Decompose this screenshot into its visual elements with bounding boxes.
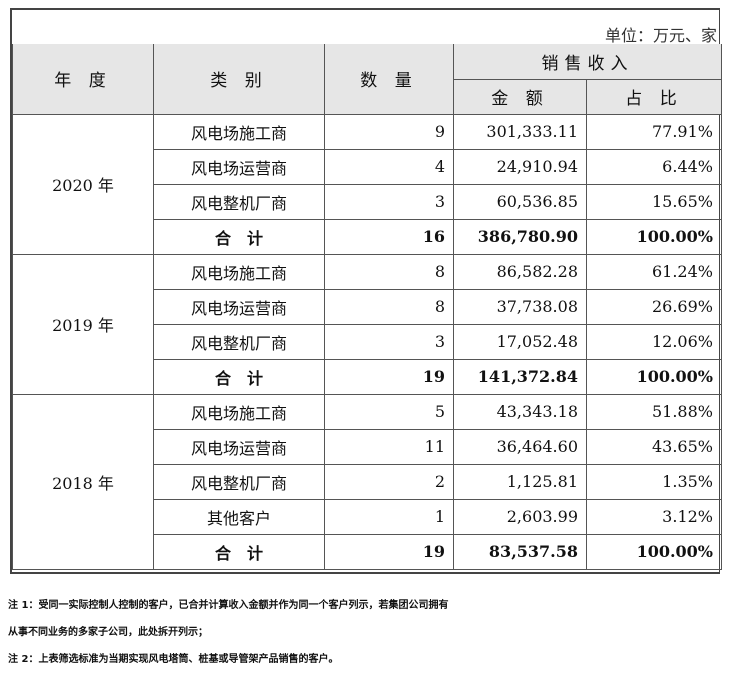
amount-cell: 301,333.11	[453, 113, 587, 150]
count-cell: 4	[324, 148, 454, 185]
category-cell: 风电场施工商	[153, 113, 325, 150]
year-cell: 2020 年	[12, 113, 154, 255]
share-cell: 43.65%	[586, 428, 722, 465]
share-cell: 61.24%	[586, 253, 722, 290]
count-cell: 1	[324, 498, 454, 535]
share-cell: 51.88%	[586, 393, 722, 430]
table-row: 风电整机厂商 2 1,125.81 1.35%	[13, 463, 722, 500]
amount-cell: 37,738.08	[453, 288, 587, 325]
total-share: 100.00%	[586, 358, 722, 395]
category-cell: 风电整机厂商	[153, 463, 325, 500]
total-label: 合 计	[153, 218, 325, 255]
total-count: 16	[324, 218, 454, 255]
footnotes: 注 1：受同一实际控制人控制的客户，已合并计算收入金额并作为同一个客户列示，若集…	[8, 596, 448, 677]
category-cell: 其他客户	[153, 498, 325, 535]
category-cell: 风电整机厂商	[153, 183, 325, 220]
share-cell: 26.69%	[586, 288, 722, 325]
total-share: 100.00%	[586, 533, 722, 570]
category-cell: 风电场运营商	[153, 428, 325, 465]
count-cell: 3	[324, 323, 454, 360]
table-row: 风电场运营商 11 36,464.60 43.65%	[13, 428, 722, 465]
share-cell: 15.65%	[586, 183, 722, 220]
share-cell: 6.44%	[586, 148, 722, 185]
count-cell: 2	[324, 463, 454, 500]
amount-cell: 24,910.94	[453, 148, 587, 185]
table-row: 风电场运营商 4 24,910.94 6.44%	[13, 148, 722, 185]
share-cell: 77.91%	[586, 113, 722, 150]
table-row: 风电整机厂商 3 17,052.48 12.06%	[13, 323, 722, 360]
header-count: 数 量	[324, 44, 454, 115]
category-cell: 风电场运营商	[153, 288, 325, 325]
category-cell: 风电整机厂商	[153, 323, 325, 360]
header-revenue: 销售收入	[453, 44, 722, 80]
header-amount: 金 额	[453, 78, 587, 115]
total-share: 100.00%	[586, 218, 722, 255]
share-cell: 12.06%	[586, 323, 722, 360]
amount-cell: 60,536.85	[453, 183, 587, 220]
unit-label: 单位：万元、家	[604, 26, 717, 45]
total-row: 合 计 19 141,372.84 100.00%	[13, 358, 722, 395]
amount-cell: 86,582.28	[453, 253, 587, 290]
category-cell: 风电场运营商	[153, 148, 325, 185]
note-2: 注 2：上表筛选标准为当期实现风电塔筒、桩基或导管架产品销售的客户。	[8, 654, 339, 665]
amount-cell: 2,603.99	[453, 498, 587, 535]
total-amount: 83,537.58	[453, 533, 587, 570]
count-cell: 8	[324, 253, 454, 290]
sales-table-frame: 单位：万元、家 年 度 类 别 数 量 销售收入 金 额 占 比 2020 年风…	[10, 8, 722, 574]
total-count: 19	[324, 533, 454, 570]
count-cell: 11	[324, 428, 454, 465]
year-cell: 2019 年	[12, 253, 154, 395]
count-cell: 9	[324, 113, 454, 150]
table-row: 2019 年风电场施工商 8 86,582.28 61.24%	[12, 253, 722, 395]
total-count: 19	[324, 358, 454, 395]
total-amount: 386,780.90	[453, 218, 587, 255]
amount-cell: 36,464.60	[453, 428, 587, 465]
table-body: 2020 年风电场施工商 9 301,333.11 77.91% 风电场运营商 4 24,9…	[12, 113, 722, 570]
header-year: 年 度	[12, 44, 154, 115]
count-cell: 8	[324, 288, 454, 325]
amount-cell: 17,052.48	[453, 323, 587, 360]
total-label: 合 计	[153, 533, 325, 570]
year-cell: 2018 年	[12, 393, 154, 570]
table-row: 2020 年风电场施工商 9 301,333.11 77.91%	[12, 113, 722, 255]
table-row: 风电整机厂商 3 60,536.85 15.65%	[13, 183, 722, 220]
count-cell: 5	[324, 393, 454, 430]
note-1-cont: 从事不同业务的多家子公司，此处拆开列示；	[8, 627, 208, 638]
total-row: 合 计 16 386,780.90 100.00%	[13, 218, 722, 255]
category-cell: 风电场施工商	[153, 393, 325, 430]
total-label: 合 计	[153, 358, 325, 395]
amount-cell: 43,343.18	[453, 393, 587, 430]
share-cell: 3.12%	[586, 498, 722, 535]
table-row: 2018 年风电场施工商 5 43,343.18 51.88%	[12, 393, 722, 570]
category-cell: 风电场施工商	[153, 253, 325, 290]
total-row: 合 计 19 83,537.58 100.00%	[13, 533, 722, 570]
header-category: 类 别	[153, 44, 325, 115]
amount-cell: 1,125.81	[453, 463, 587, 500]
table-row: 其他客户 1 2,603.99 3.12%	[13, 498, 722, 535]
count-cell: 3	[324, 183, 454, 220]
note-1: 注 1：受同一实际控制人控制的客户，已合并计算收入金额并作为同一个客户列示，若集…	[8, 600, 449, 611]
sales-table: 年 度 类 别 数 量 销售收入 金 额 占 比 2020 年风电场施工商 9 30…	[12, 44, 722, 570]
header-share: 占 比	[586, 78, 722, 115]
share-cell: 1.35%	[586, 463, 722, 500]
total-amount: 141,372.84	[453, 358, 587, 395]
